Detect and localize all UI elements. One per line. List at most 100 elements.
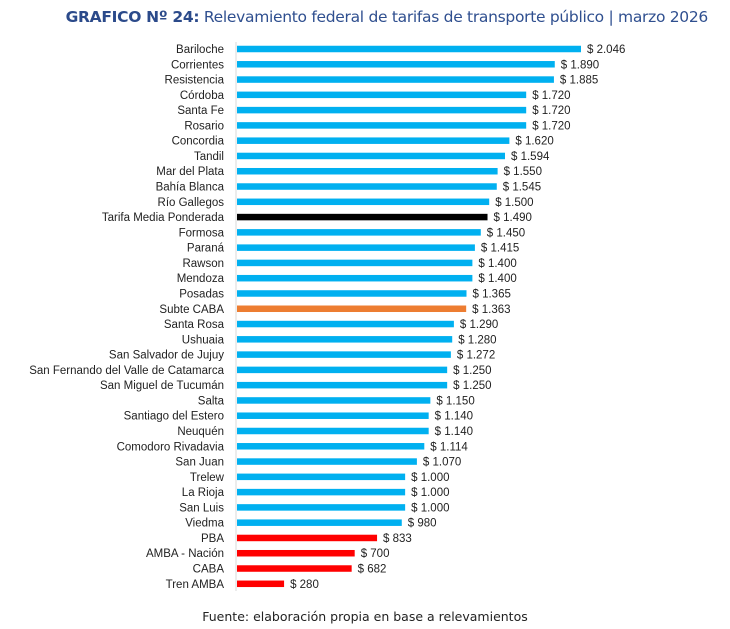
category-label: San Fernando del Valle de Catamarca (29, 365, 224, 377)
value-label: $ 1.140 (435, 426, 473, 438)
bar (237, 274, 473, 282)
value-label: $ 700 (361, 548, 390, 560)
value-label: $ 1.280 (458, 334, 496, 346)
value-label: $ 1.140 (435, 411, 473, 423)
category-label: Subte CABA (159, 304, 224, 316)
category-label: Neuquén (177, 426, 224, 438)
bar (237, 320, 454, 328)
value-label: $ 1.400 (478, 273, 516, 285)
value-label: $ 1.000 (411, 472, 449, 484)
bar (237, 305, 467, 313)
value-label: $ 1.885 (560, 75, 598, 87)
value-label: $ 833 (383, 533, 412, 545)
bar (237, 290, 467, 297)
value-label: $ 1.890 (561, 59, 599, 71)
category-label: Santiago del Estero (124, 411, 224, 423)
category-label: AMBA - Nación (146, 548, 224, 560)
bar-chart: Bariloche $ 2.046 Corrientes $ 1.890 Resiste… (29, 42, 625, 591)
bar (237, 549, 355, 557)
bar (237, 381, 448, 389)
category-label: San Miguel de Tucumán (100, 380, 224, 392)
value-label: $ 1.594 (511, 151, 550, 163)
category-label: Santa Rosa (164, 319, 225, 331)
value-label: $ 1.290 (460, 319, 498, 331)
value-label: $ 1.500 (495, 197, 533, 209)
bar (237, 519, 402, 526)
category-label: Paraná (187, 243, 225, 255)
value-label: $ 1.150 (436, 395, 474, 407)
category-label: Rosario (184, 120, 224, 132)
category-label: Córdoba (180, 90, 225, 102)
category-label: San Salvador de Jujuy (109, 350, 224, 362)
value-label: $ 1.363 (472, 304, 510, 316)
bar (237, 427, 429, 435)
category-label: Salta (198, 395, 225, 407)
value-label: $ 1.490 (494, 212, 532, 224)
bar (237, 534, 378, 542)
bar (237, 122, 527, 129)
bar (237, 504, 406, 511)
category-label: Santa Fe (177, 105, 224, 117)
value-label: $ 1.070 (423, 457, 461, 469)
bar (237, 397, 431, 404)
value-label: $ 1.720 (532, 90, 570, 102)
category-label: Rawson (182, 258, 224, 270)
value-label: $ 2.046 (587, 44, 625, 56)
bar (237, 580, 285, 588)
category-label: Tandil (194, 151, 224, 163)
category-label: Bariloche (176, 44, 224, 56)
bar (237, 198, 490, 206)
bar (237, 183, 497, 190)
value-label: $ 1.620 (515, 136, 553, 148)
category-label: Corrientes (171, 59, 224, 71)
bar (237, 106, 527, 114)
category-label: Bahía Blanca (156, 182, 225, 194)
category-label: La Rioja (182, 487, 225, 499)
bar (237, 45, 581, 53)
category-label: Concordia (172, 136, 225, 148)
value-label: $ 1.250 (453, 380, 491, 392)
value-label: $ 280 (290, 579, 319, 591)
category-label: Tren AMBA (166, 579, 225, 591)
chart-title: GRAFICO Nº 24: Relevamiento federal de t… (65, 8, 709, 26)
category-label: Río Gallegos (158, 197, 225, 209)
bar (237, 137, 510, 144)
category-label: CABA (193, 564, 225, 576)
bar (237, 152, 506, 160)
category-label: Mar del Plata (156, 166, 224, 178)
value-label: $ 1.365 (473, 288, 511, 300)
chart-source: Fuente: elaboración propia en base a rel… (202, 609, 528, 624)
category-label: PBA (201, 533, 224, 545)
bar (237, 229, 481, 236)
bar (237, 167, 498, 175)
category-label: Comodoro Rivadavia (117, 441, 225, 453)
category-label: Viedma (185, 518, 224, 530)
bar (237, 244, 475, 251)
value-label: $ 1.250 (453, 365, 491, 377)
bar (237, 213, 488, 221)
bar (237, 336, 453, 343)
category-label: San Juan (175, 457, 224, 469)
category-label: Ushuaia (182, 334, 225, 346)
bar (237, 488, 406, 496)
value-label: $ 1.000 (411, 502, 449, 514)
value-label: $ 1.400 (478, 258, 516, 270)
value-label: $ 980 (408, 518, 437, 530)
category-label: San Luis (179, 502, 224, 514)
value-label: $ 1.550 (504, 166, 542, 178)
category-label: Trelew (190, 472, 225, 484)
bar (237, 351, 451, 358)
bar (237, 76, 554, 83)
value-label: $ 1.000 (411, 487, 449, 499)
bar (237, 61, 555, 68)
chart-title-prefix: GRAFICO Nº 24: (65, 8, 200, 26)
bar (237, 458, 417, 465)
category-label: Formosa (179, 227, 225, 239)
value-label: $ 1.415 (481, 243, 519, 255)
category-label: Posadas (179, 288, 224, 300)
value-label: $ 682 (358, 564, 387, 576)
bar (237, 366, 448, 374)
category-label: Tarifa Media Ponderada (102, 212, 225, 224)
category-label: Mendoza (177, 273, 225, 285)
value-label: $ 1.272 (457, 350, 495, 362)
